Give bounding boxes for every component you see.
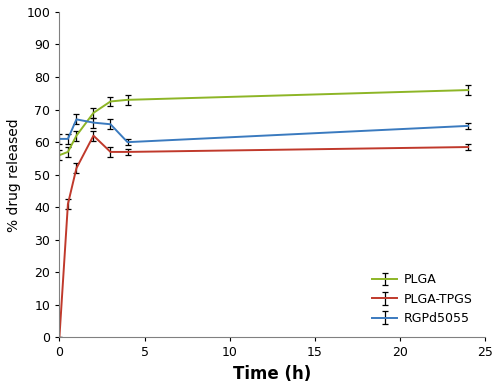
Y-axis label: % drug released: % drug released <box>7 118 21 232</box>
X-axis label: Time (h): Time (h) <box>233 365 312 383</box>
Legend: PLGA, PLGA-TPGS, RGPd5055: PLGA, PLGA-TPGS, RGPd5055 <box>366 267 479 331</box>
